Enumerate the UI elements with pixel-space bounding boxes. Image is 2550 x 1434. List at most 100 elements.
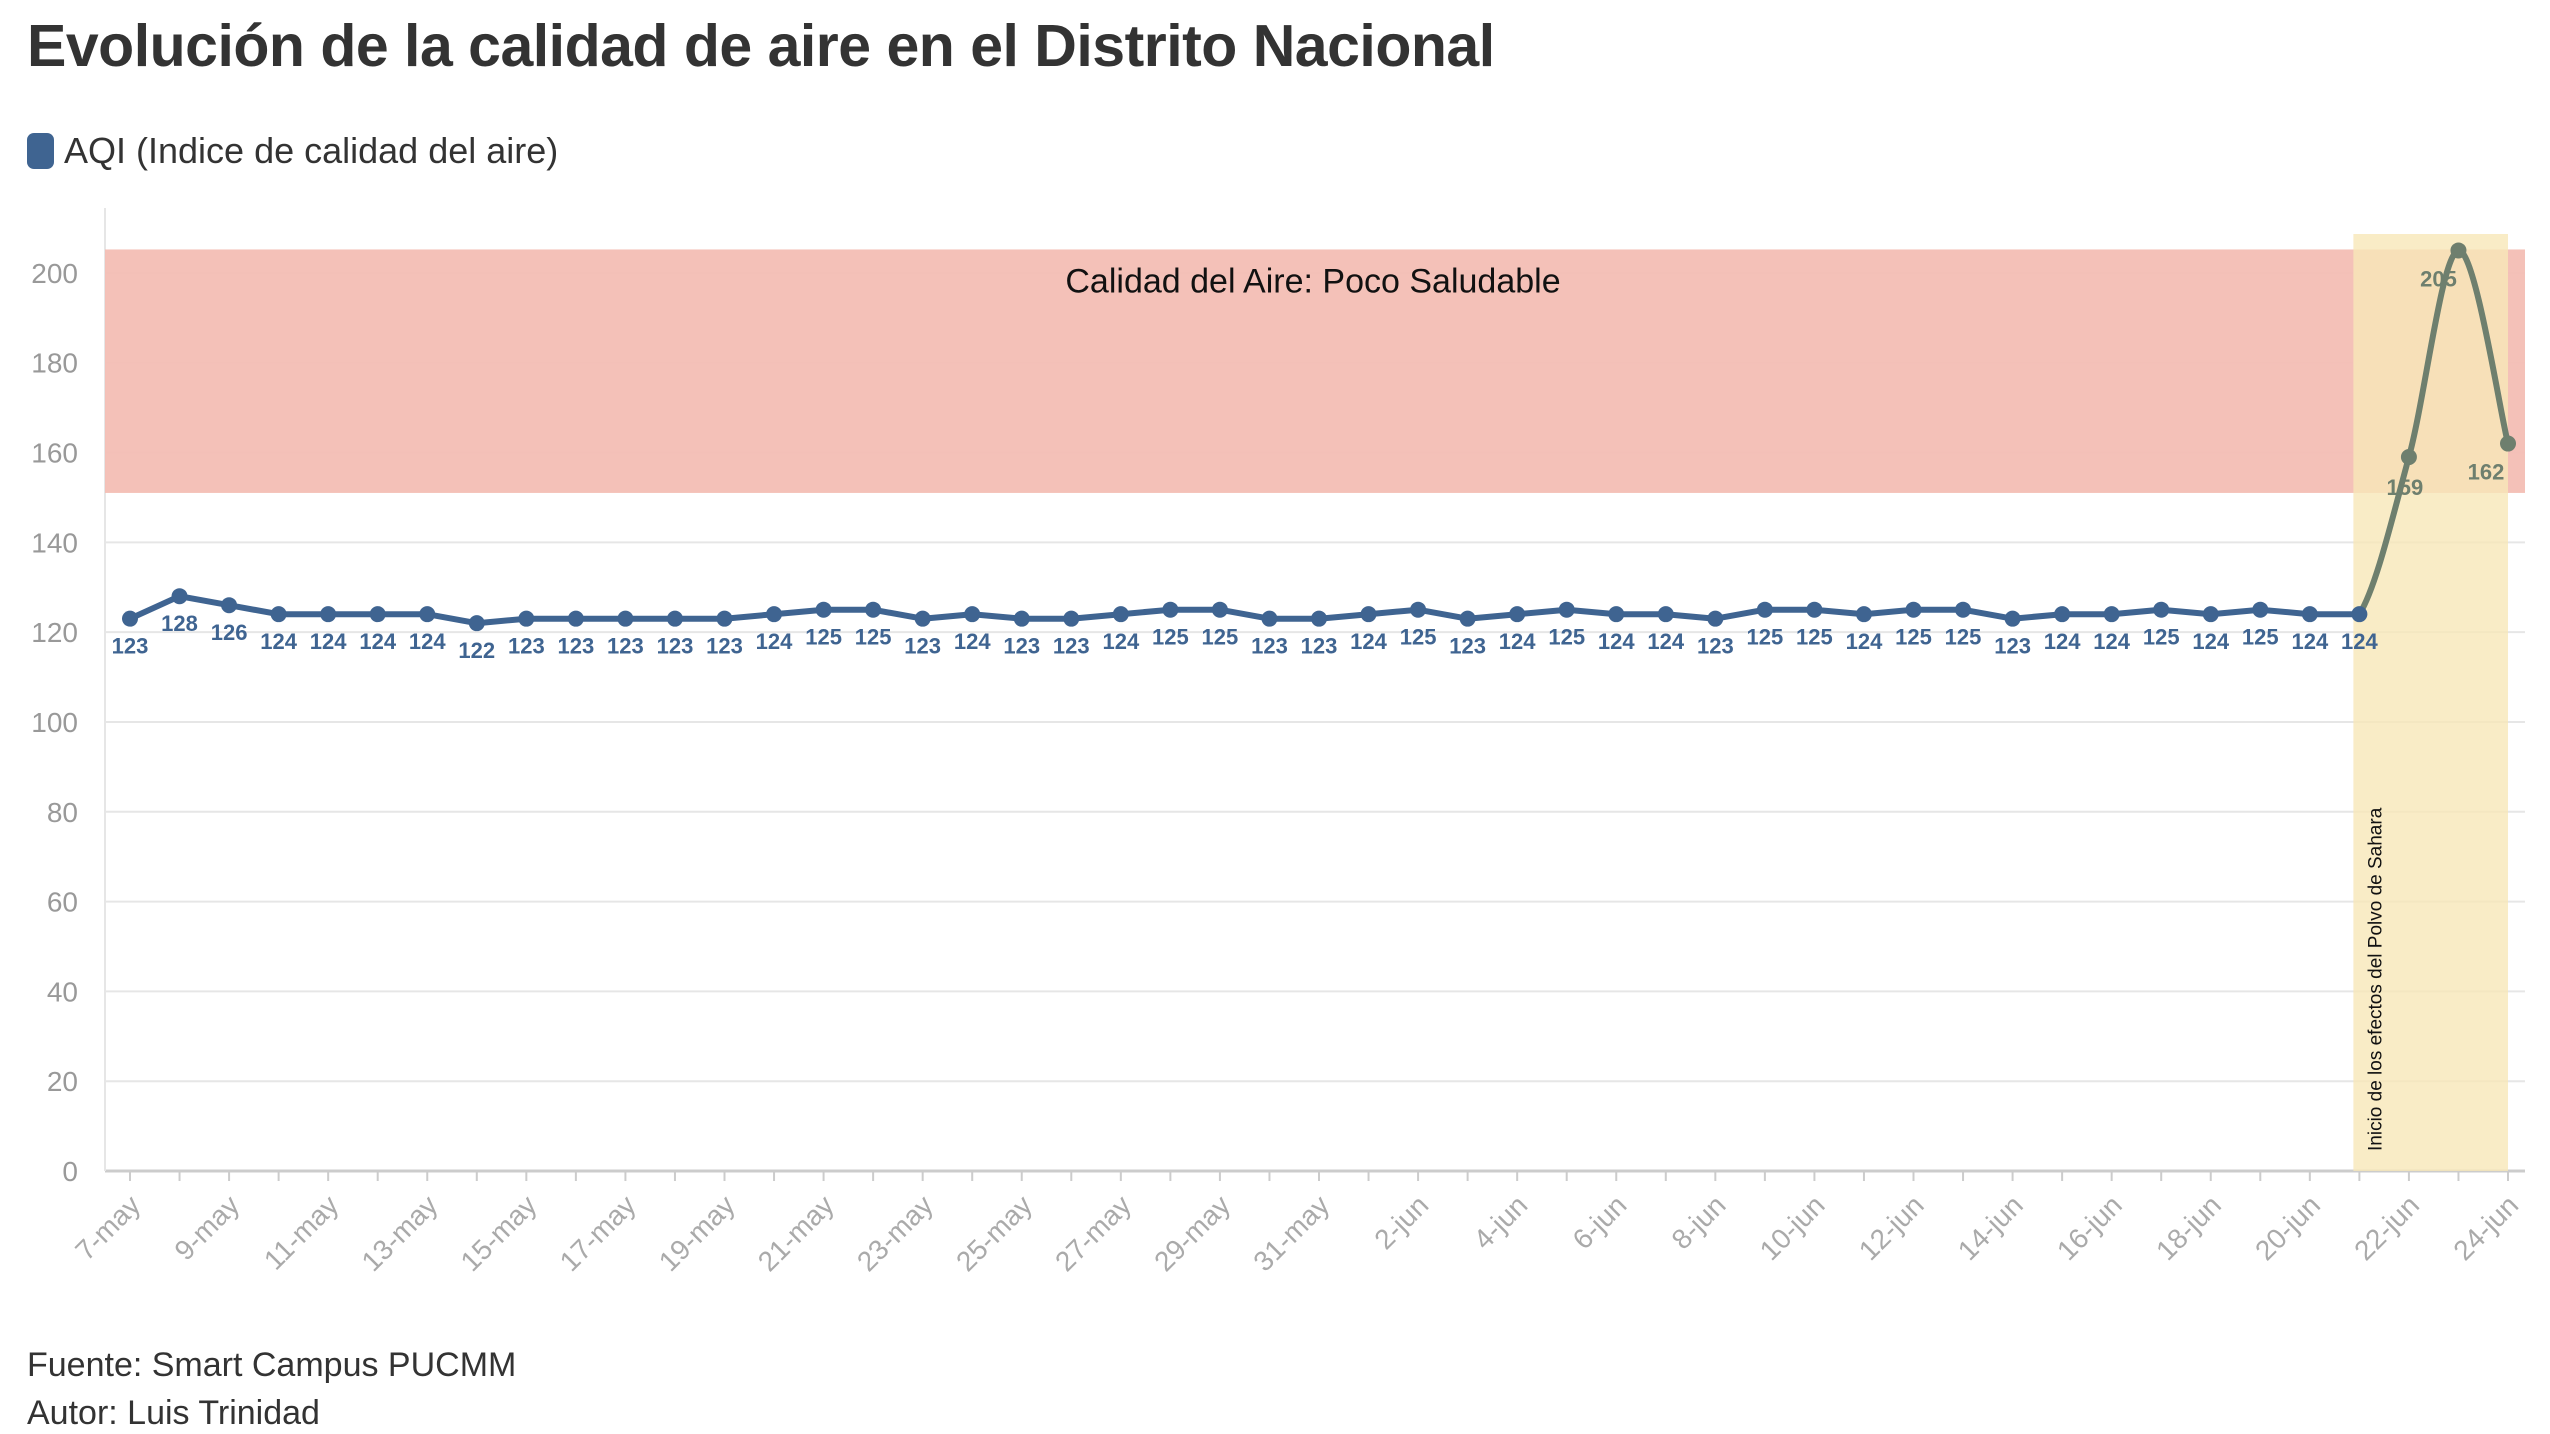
data-label: 124 [2044, 629, 2081, 654]
x-tick-label: 9-may [168, 1189, 245, 1266]
data-point [320, 606, 337, 623]
x-tick-label: 12-jun [1853, 1189, 1930, 1266]
x-tick-label: 8-jun [1666, 1189, 1732, 1255]
data-label: 124 [954, 629, 991, 654]
band-label: Calidad del Aire: Poco Saludable [1065, 262, 1560, 300]
data-label: 125 [1945, 625, 1982, 650]
footer-source: Fuente: Smart Campus PUCMM [27, 1346, 517, 1384]
data-point [2103, 606, 2120, 623]
x-tick-label: 14-jun [1952, 1189, 2029, 1266]
data-point [419, 606, 436, 623]
x-tick-label: 13-may [356, 1189, 444, 1277]
highlight-band [2353, 234, 2508, 1171]
data-label: 124 [2341, 629, 2378, 654]
data-label: 125 [1548, 625, 1585, 650]
x-tick-label: 18-jun [2150, 1189, 2227, 1266]
y-tick-label: 40 [47, 976, 78, 1007]
y-tick-label: 160 [31, 438, 78, 469]
data-label: 124 [2192, 629, 2229, 654]
y-tick-label: 120 [31, 617, 78, 648]
highlight-label: Inicio de los efectos del Polvo de Sahar… [2365, 807, 2386, 1151]
data-label: 124 [1102, 629, 1139, 654]
data-label: 123 [508, 634, 545, 659]
band-unhealthy [105, 249, 2525, 493]
y-tick-label: 200 [31, 258, 78, 289]
x-tick-label: 29-may [1148, 1189, 1236, 1277]
series-line [128, 593, 2360, 627]
y-tick-label: 0 [62, 1156, 78, 1187]
data-point [468, 615, 485, 632]
data-point [369, 606, 386, 623]
data-point [1013, 610, 1030, 627]
data-label: 205 [2420, 266, 2457, 291]
data-point [1509, 606, 1526, 623]
data-label: 123 [607, 634, 644, 659]
data-point [1360, 606, 1377, 623]
data-label: 123 [1449, 634, 1486, 659]
data-point [1112, 606, 1129, 623]
data-label: 122 [458, 638, 495, 663]
data-label: 126 [211, 620, 248, 645]
data-label: 123 [112, 634, 149, 659]
data-label: 124 [359, 629, 396, 654]
x-tick-label: 2-jun [1368, 1189, 1434, 1255]
legend-swatch [27, 133, 54, 169]
data-point [1261, 610, 1278, 627]
data-point [1657, 606, 1674, 623]
data-point [716, 610, 733, 627]
data-point [1756, 601, 1773, 618]
y-tick-label: 180 [31, 348, 78, 379]
data-point [666, 610, 683, 627]
data-label: 123 [1003, 634, 1040, 659]
data-label: 123 [1697, 634, 1734, 659]
data-point [1410, 601, 1427, 618]
data-point [2004, 610, 2021, 627]
legend[interactable]: AQI (Indice de calidad del aire) [27, 130, 558, 172]
footer-author: Autor: Luis Trinidad [27, 1394, 320, 1432]
data-point [221, 597, 238, 614]
legend-label: AQI (Indice de calidad del aire) [64, 130, 559, 171]
data-label: 125 [2143, 625, 2180, 650]
data-point [122, 610, 138, 627]
data-point [1162, 601, 1179, 618]
x-tick-label: 16-jun [2051, 1189, 2128, 1266]
data-point [1459, 610, 1476, 627]
y-tick-label: 80 [47, 797, 78, 828]
y-tick-label: 60 [47, 887, 78, 918]
series-line-highlight [2356, 247, 2511, 618]
data-point [2400, 449, 2417, 466]
data-point [518, 610, 535, 627]
data-point [2054, 606, 2071, 623]
data-point [1063, 610, 1080, 627]
data-point [2202, 606, 2219, 623]
x-tick-label: 20-jun [2249, 1189, 2326, 1266]
data-label: 123 [1053, 634, 1090, 659]
data-label: 125 [1152, 625, 1189, 650]
data-label: 125 [1747, 625, 1784, 650]
data-point [2450, 242, 2467, 259]
data-point [815, 601, 832, 618]
data-label: 123 [904, 634, 941, 659]
data-label: 124 [2093, 629, 2130, 654]
y-tick-label: 20 [47, 1066, 78, 1097]
data-point [2500, 435, 2516, 452]
data-label: 123 [558, 634, 595, 659]
data-label: 124 [1499, 629, 1536, 654]
data-label: 123 [1994, 634, 2031, 659]
data-point [1211, 601, 1228, 618]
x-tick-label: 15-may [455, 1189, 543, 1277]
data-point [171, 588, 188, 605]
x-tick-label: 11-may [258, 1189, 344, 1275]
x-tick-label: 23-may [851, 1189, 939, 1277]
data-point [1608, 606, 1625, 623]
data-point [1558, 601, 1575, 618]
data-label: 124 [1598, 629, 1635, 654]
data-point [2351, 606, 2368, 623]
data-label: 125 [1400, 625, 1437, 650]
data-label: 124 [310, 629, 347, 654]
data-point [914, 610, 931, 627]
data-point [617, 610, 634, 627]
data-label: 125 [2242, 625, 2279, 650]
x-tick-label: 6-jun [1567, 1189, 1633, 1255]
data-point [766, 606, 783, 623]
